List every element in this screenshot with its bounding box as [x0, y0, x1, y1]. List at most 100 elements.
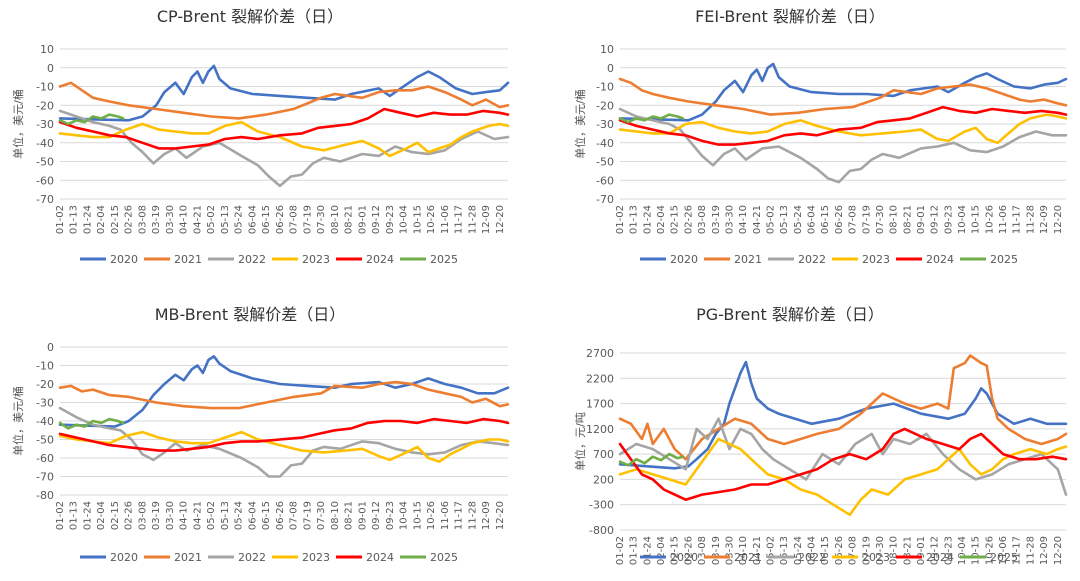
- x-tick-label: 06-04: [247, 501, 258, 530]
- series-line-2024: [58, 107, 510, 150]
- chart-title: PG-Brent 裂解价差（日）: [696, 305, 884, 324]
- x-tick-label: 04-21: [752, 536, 763, 565]
- x-tick-label: 07-30: [316, 205, 327, 234]
- x-tick-label: 07-08: [848, 536, 859, 565]
- x-tick-label: 02-15: [670, 205, 681, 234]
- x-tick-label: 11-06: [998, 205, 1009, 234]
- x-tick-label: 10-26: [984, 536, 995, 565]
- x-tick-label: 01-02: [615, 536, 626, 565]
- y-tick-label: -70: [36, 471, 54, 484]
- x-tick-label: 12-09: [481, 205, 492, 234]
- y-tick-label: 10: [600, 43, 614, 56]
- series-line-2020: [618, 62, 1068, 122]
- x-tick-label: 09-23: [385, 501, 396, 530]
- x-tick-label: 04-21: [192, 501, 203, 530]
- x-tick-label: 07-30: [875, 205, 886, 234]
- y-tick-label: -20: [36, 99, 54, 112]
- chart-title: CP-Brent 裂解价差（日）: [157, 7, 343, 26]
- x-tick-label: 08-10: [889, 205, 900, 234]
- x-tick-label: 06-26: [275, 205, 286, 234]
- x-tick-label: 07-19: [302, 501, 313, 530]
- x-tick-label: 04-10: [738, 205, 749, 234]
- y-tick-label: 0: [607, 62, 614, 75]
- series-line-2021: [618, 77, 1068, 116]
- x-tick-label: 06-15: [820, 536, 831, 565]
- legend-label: 2022: [238, 253, 266, 266]
- x-tick-label: 10-04: [399, 501, 410, 530]
- y-tick-label: 2700: [586, 347, 614, 360]
- x-tick-label: 05-13: [220, 205, 231, 234]
- series-line-2025: [618, 452, 685, 467]
- x-tick-label: 05-13: [220, 501, 231, 530]
- y-tick-label: 10: [40, 43, 54, 56]
- x-tick-label: 11-06: [998, 536, 1009, 565]
- x-tick-label: 01-13: [69, 501, 80, 530]
- x-tick-label: 02-04: [96, 501, 107, 530]
- series-line-2021: [618, 354, 1068, 461]
- x-tick-label: 01-13: [69, 205, 80, 234]
- x-tick-label: 08-10: [889, 536, 900, 565]
- chart-mb: MB-Brent 裂解价差（日） 单位，美元/桶 0 -10 -20 -30 -40 -50 -…: [11, 305, 510, 564]
- x-tick-label: 03-19: [151, 205, 162, 234]
- x-tick-label: 11-28: [467, 501, 478, 530]
- x-tick-label: 09-12: [371, 501, 382, 530]
- x-tick-label: 11-28: [1025, 536, 1036, 565]
- y-tick-label: 1200: [586, 423, 614, 436]
- x-tick-label: 11-17: [454, 205, 465, 234]
- y-tick-label: -10: [36, 360, 54, 373]
- x-tick-label: 10-04: [957, 536, 968, 565]
- x-tick-label: 10-26: [984, 205, 995, 234]
- x-tick-label: 02-26: [683, 205, 694, 234]
- x-tick-label: 06-15: [820, 205, 831, 234]
- y-tick-label: 700: [593, 448, 614, 461]
- y-tick-label: -50: [36, 156, 54, 169]
- y-tick-label: -30: [36, 118, 54, 131]
- legend-label: 2020: [670, 253, 698, 266]
- x-tick-label: 11-28: [467, 205, 478, 234]
- series-line-2022: [58, 109, 510, 188]
- x-tick-label: 11-17: [1012, 205, 1023, 234]
- x-tick-label: 05-02: [206, 501, 217, 530]
- y-tick-label: -60: [36, 174, 54, 187]
- x-tick-label: 09-23: [385, 205, 396, 234]
- y-tick-label: -30: [36, 397, 54, 410]
- series-line-2023: [618, 437, 1068, 517]
- x-tick-label: 01-24: [82, 205, 93, 234]
- x-tick-label: 11-17: [1012, 536, 1023, 565]
- x-tick-label: 07-08: [848, 205, 859, 234]
- x-tick-label: 04-10: [738, 536, 749, 565]
- x-tick-label: 05-02: [206, 205, 217, 234]
- legend-label: 2022: [238, 551, 266, 564]
- series-line-2023: [618, 113, 1068, 145]
- x-tick-label: 07-19: [302, 205, 313, 234]
- legend-label: 2025: [430, 551, 458, 564]
- series-line-2023: [58, 120, 510, 158]
- legend-label: 2022: [798, 253, 826, 266]
- x-tick-label: 03-08: [697, 205, 708, 234]
- x-tick-label: 01-13: [629, 205, 640, 234]
- x-tick-label: 12-20: [495, 501, 506, 530]
- x-tick-label: 05-13: [779, 205, 790, 234]
- x-tick-label: 09-12: [930, 536, 941, 565]
- series-line-2024: [58, 417, 510, 452]
- y-tick-label: 0: [47, 341, 54, 354]
- x-tick-label: 02-26: [683, 536, 694, 565]
- x-tick-label: 04-10: [179, 501, 190, 530]
- y-tick-label: 1700: [586, 398, 614, 411]
- y-tick-label: -30: [596, 118, 614, 131]
- legend-label: 2024: [366, 551, 394, 564]
- y-tick-label: 0: [47, 62, 54, 75]
- legend-label: 2024: [926, 253, 954, 266]
- series-line-2025: [58, 417, 125, 430]
- x-tick-label: 05-24: [793, 536, 804, 565]
- x-tick-label: 10-15: [971, 536, 982, 565]
- x-tick-label: 03-08: [697, 536, 708, 565]
- x-tick-label: 12-20: [495, 205, 506, 234]
- x-tick-label: 09-01: [357, 205, 368, 234]
- y-tick-label: -60: [36, 452, 54, 465]
- y-tick-label: 2200: [586, 372, 614, 385]
- x-tick-label: 12-09: [481, 501, 492, 530]
- x-tick-label: 09-12: [371, 205, 382, 234]
- x-tick-label: 01-24: [642, 205, 653, 234]
- x-tick-label: 07-19: [861, 536, 872, 565]
